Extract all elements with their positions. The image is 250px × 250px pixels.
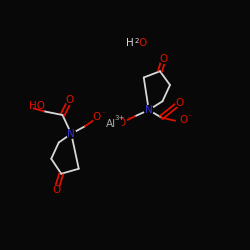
Circle shape — [176, 98, 184, 107]
Text: ⁻: ⁻ — [188, 112, 192, 122]
Circle shape — [93, 113, 102, 122]
Text: H: H — [126, 38, 134, 48]
Text: Al: Al — [106, 119, 116, 129]
Text: O: O — [92, 112, 100, 122]
Text: O: O — [180, 115, 188, 125]
Text: O: O — [52, 185, 60, 195]
Text: HO: HO — [30, 101, 46, 111]
Circle shape — [66, 96, 74, 104]
Circle shape — [67, 129, 76, 138]
Text: O: O — [117, 118, 126, 128]
Circle shape — [101, 114, 121, 134]
Text: 2: 2 — [135, 38, 139, 44]
Text: ⁻: ⁻ — [101, 110, 105, 119]
Circle shape — [144, 106, 153, 114]
Text: O: O — [176, 98, 184, 108]
Circle shape — [52, 186, 61, 194]
Circle shape — [176, 116, 189, 129]
Circle shape — [118, 118, 127, 127]
Text: O: O — [160, 54, 168, 64]
Text: O: O — [138, 38, 147, 48]
Text: N: N — [68, 129, 75, 139]
Circle shape — [159, 54, 168, 63]
Text: N: N — [145, 105, 152, 115]
Text: O: O — [66, 95, 74, 105]
Text: 3+: 3+ — [115, 115, 125, 121]
Circle shape — [20, 100, 32, 112]
Text: ⁻: ⁻ — [126, 115, 130, 124]
